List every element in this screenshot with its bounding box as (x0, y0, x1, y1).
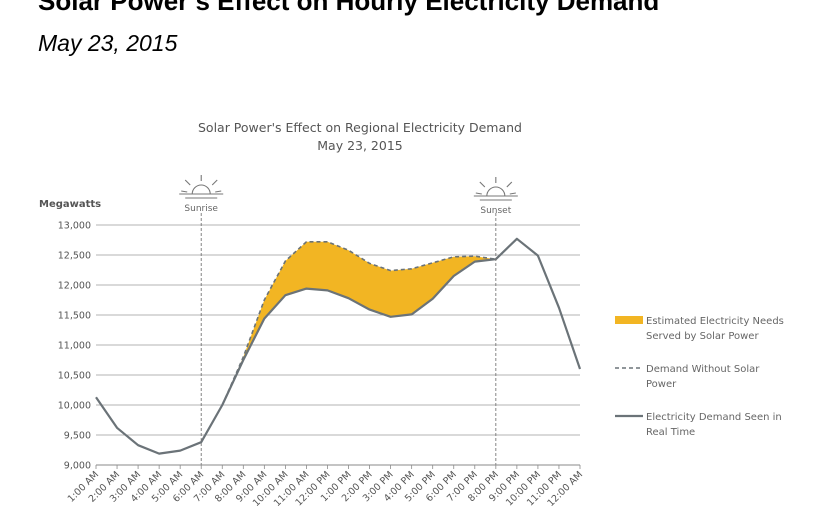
y-tick-label: 13,000 (58, 221, 91, 232)
legend-label: Electricity Demand Seen in (646, 412, 782, 423)
sun-ray (215, 190, 222, 193)
legend: Estimated Electricity Needs Served by Sol… (615, 316, 784, 438)
sunrise-icon (179, 175, 224, 199)
y-tick-label: 11,000 (58, 341, 91, 352)
chart-panel: Solar Power's Effect on Regional Electri… (33, 108, 790, 510)
real-time-demand-line (95, 237, 582, 455)
solar-fill-area (222, 241, 496, 405)
legend-label: Estimated Electricity Needs (646, 316, 784, 327)
marker-label: Sunset (480, 206, 511, 216)
sun-arc (486, 186, 506, 197)
y-tick-label: 12,500 (58, 251, 91, 262)
y-tick-label: 9,000 (64, 461, 91, 472)
y-tick-label: 12,000 (58, 281, 91, 292)
sun-markers: Sunrise Sunset (179, 175, 518, 465)
chart-title: Solar Power's Effect on Regional Electri… (198, 120, 522, 135)
page-subtitle: May 23, 2015 (38, 30, 178, 56)
legend-label: Demand Without Solar (646, 364, 760, 375)
chart-subtitle: May 23, 2015 (317, 138, 402, 153)
y-tick-label: 11,500 (58, 311, 91, 322)
sunset-icon (473, 177, 518, 201)
series-layer (95, 237, 582, 455)
sun-ray (181, 190, 188, 193)
legend-label: Served by Solar Power (646, 331, 759, 342)
sun-ray (211, 179, 218, 186)
sun-ray (506, 181, 513, 188)
solar-fill-layer (222, 241, 496, 405)
legend-label: Power (646, 379, 677, 390)
grid (96, 224, 580, 466)
y-axis-title: Megawatts (39, 199, 101, 210)
sun-arc (191, 184, 211, 195)
legend-label: Real Time (646, 427, 695, 438)
legend-swatch-solar (615, 316, 643, 324)
y-tick-label: 10,500 (58, 371, 91, 382)
page-title: Solar Power’s Effect on Hourly Electrici… (38, 0, 660, 16)
y-tick-label: 9,500 (64, 431, 91, 442)
chart-svg: Solar Power's Effect on Regional Electri… (39, 120, 784, 509)
marker-label: Sunrise (184, 204, 218, 214)
y-tick-label: 10,000 (58, 401, 91, 412)
sun-ray (479, 181, 486, 188)
sun-ray (475, 192, 482, 195)
demand-without-solar-line (221, 241, 496, 406)
sun-ray (509, 192, 516, 195)
sun-ray (184, 179, 191, 186)
